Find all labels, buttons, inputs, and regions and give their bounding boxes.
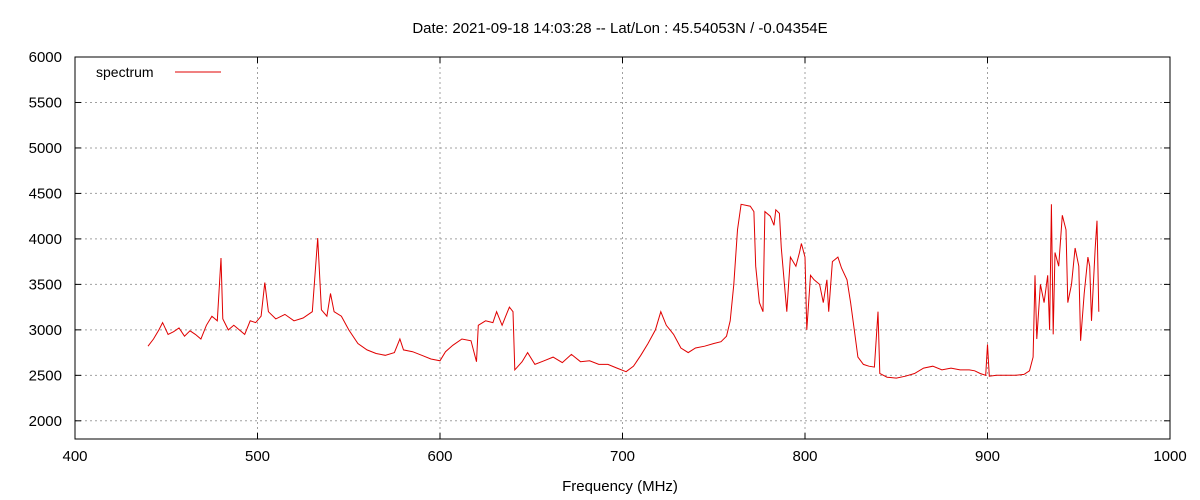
x-axis-label: Frequency (MHz) xyxy=(562,478,678,495)
x-tick-label: 700 xyxy=(610,448,635,465)
x-tick-label: 600 xyxy=(427,448,452,465)
series-layer xyxy=(147,203,1100,379)
y-tick-label: 4500 xyxy=(29,185,62,202)
x-tick-label: 500 xyxy=(245,448,270,465)
y-axis-ticks: 2000 2500 3000 3500 4000 4500 5000 5500 6000 xyxy=(29,49,1170,430)
grid-lines xyxy=(75,57,1170,439)
y-tick-label: 4000 xyxy=(29,231,62,248)
y-tick-label: 2000 xyxy=(29,413,62,430)
legend: spectrum xyxy=(96,64,221,80)
x-tick-label: 400 xyxy=(62,448,87,465)
y-tick-label: 3000 xyxy=(29,322,62,339)
legend-label-spectrum: spectrum xyxy=(96,64,154,80)
x-tick-label: 900 xyxy=(975,448,1000,465)
x-tick-label: 800 xyxy=(792,448,817,465)
y-tick-label: 2500 xyxy=(29,367,62,384)
y-tick-label: 5500 xyxy=(29,94,62,111)
series-line-spectrum xyxy=(147,203,1100,379)
y-tick-label: 6000 xyxy=(29,49,62,66)
y-tick-label: 5000 xyxy=(29,140,62,157)
x-axis-ticks: 400 500 600 700 800 900 1000 xyxy=(62,57,1187,465)
chart-title: Date: 2021-09-18 14:03:28 -- Lat/Lon : 4… xyxy=(412,20,827,37)
x-tick-label: 1000 xyxy=(1153,448,1186,465)
y-tick-label: 3500 xyxy=(29,276,62,293)
